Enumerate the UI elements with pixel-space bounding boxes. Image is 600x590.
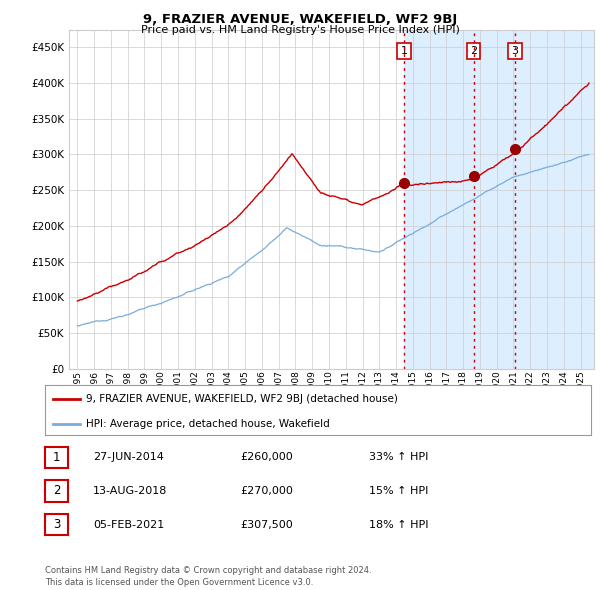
Text: 1: 1 bbox=[53, 451, 60, 464]
Text: 33% ↑ HPI: 33% ↑ HPI bbox=[369, 453, 428, 462]
Text: 9, FRAZIER AVENUE, WAKEFIELD, WF2 9BJ: 9, FRAZIER AVENUE, WAKEFIELD, WF2 9BJ bbox=[143, 13, 457, 26]
Text: 1: 1 bbox=[401, 46, 408, 56]
Text: Price paid vs. HM Land Registry's House Price Index (HPI): Price paid vs. HM Land Registry's House … bbox=[140, 25, 460, 35]
Text: £260,000: £260,000 bbox=[240, 453, 293, 462]
Text: 13-AUG-2018: 13-AUG-2018 bbox=[93, 486, 167, 496]
Text: £307,500: £307,500 bbox=[240, 520, 293, 529]
Text: HPI: Average price, detached house, Wakefield: HPI: Average price, detached house, Wake… bbox=[86, 419, 330, 430]
Text: 9, FRAZIER AVENUE, WAKEFIELD, WF2 9BJ (detached house): 9, FRAZIER AVENUE, WAKEFIELD, WF2 9BJ (d… bbox=[86, 394, 398, 404]
Text: 18% ↑ HPI: 18% ↑ HPI bbox=[369, 520, 428, 529]
Text: £270,000: £270,000 bbox=[240, 486, 293, 496]
Text: 27-JUN-2014: 27-JUN-2014 bbox=[93, 453, 164, 462]
Text: 3: 3 bbox=[53, 518, 60, 531]
Text: Contains HM Land Registry data © Crown copyright and database right 2024.
This d: Contains HM Land Registry data © Crown c… bbox=[45, 566, 371, 587]
Text: 2: 2 bbox=[470, 46, 477, 56]
Text: 05-FEB-2021: 05-FEB-2021 bbox=[93, 520, 164, 529]
Text: 3: 3 bbox=[511, 46, 518, 56]
Text: 15% ↑ HPI: 15% ↑ HPI bbox=[369, 486, 428, 496]
Bar bbox=[404, 30, 594, 369]
Text: 2: 2 bbox=[53, 484, 60, 497]
